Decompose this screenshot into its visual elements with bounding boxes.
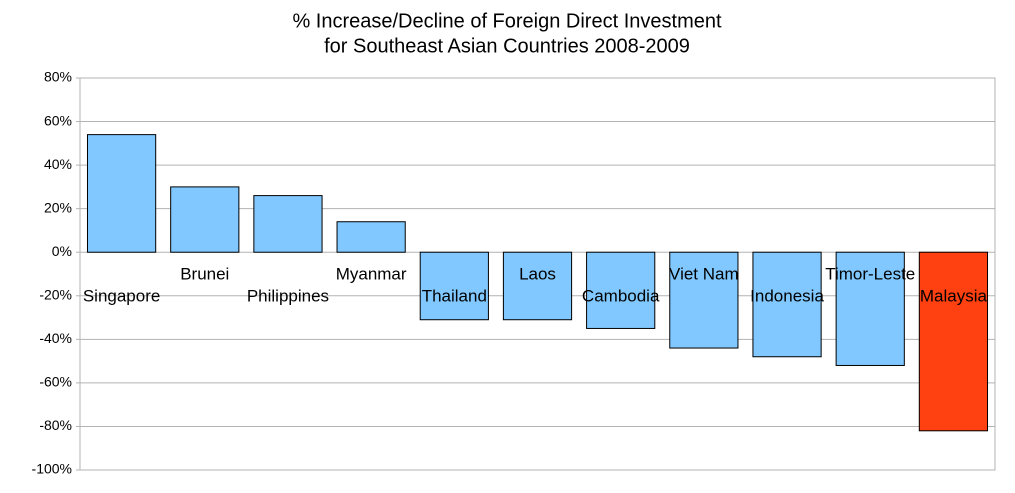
- plot-border: [79, 77, 996, 471]
- y-tick-label: -20%: [39, 286, 72, 302]
- x-tick-label: Indonesia: [750, 287, 824, 306]
- bar: [170, 186, 240, 253]
- bar: [586, 251, 656, 329]
- bar: [419, 251, 489, 321]
- chart-title: for Southeast Asian Countries 2008-2009: [324, 35, 690, 57]
- bar: [502, 251, 573, 321]
- bar: [835, 251, 905, 366]
- x-tick-label: Malaysia: [920, 287, 988, 306]
- chart-title: % Increase/Decline of Foreign Direct Inv…: [292, 10, 722, 32]
- x-tick-label: Brunei: [180, 265, 229, 284]
- bar: [253, 195, 323, 253]
- bar: [669, 251, 739, 349]
- x-tick-label: Viet Nam: [669, 265, 739, 284]
- y-tick-label: 40%: [44, 156, 72, 172]
- x-tick-label: Thailand: [422, 287, 487, 306]
- y-tick-label: 80%: [44, 69, 72, 85]
- x-tick-label: Timor-Leste: [825, 265, 915, 284]
- bar: [336, 221, 406, 253]
- bar: [86, 134, 157, 253]
- y-tick-label: -60%: [39, 374, 72, 390]
- y-tick-label: 20%: [44, 199, 72, 215]
- x-tick-label: Laos: [519, 265, 556, 284]
- x-tick-label: Philippines: [247, 287, 329, 306]
- x-tick-label: Singapore: [83, 287, 161, 306]
- x-tick-label: Myanmar: [336, 265, 407, 284]
- y-tick-label: -80%: [39, 417, 72, 433]
- y-tick-label: 0%: [52, 243, 72, 259]
- y-tick-label: -100%: [32, 461, 72, 477]
- y-tick-label: 60%: [44, 112, 72, 128]
- bar: [752, 251, 822, 358]
- x-tick-label: Cambodia: [582, 287, 660, 306]
- bar: [918, 251, 989, 432]
- y-tick-label: -40%: [39, 330, 72, 346]
